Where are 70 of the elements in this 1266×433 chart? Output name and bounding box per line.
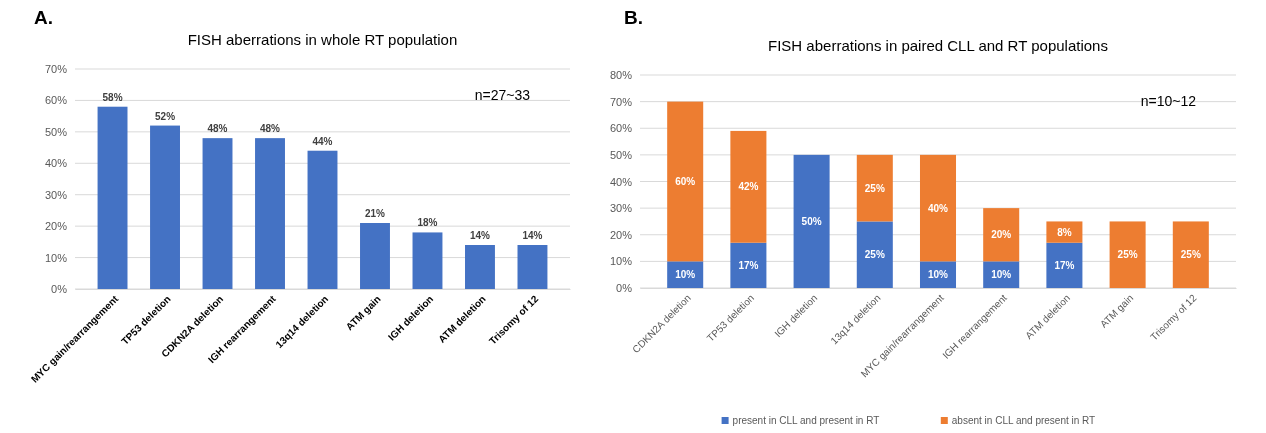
- data-label: 21%: [364, 208, 386, 219]
- chart-title: FISH aberrations in paired CLL and RT populations: [768, 37, 1108, 54]
- y-tick-label: 40%: [609, 175, 633, 188]
- data-label: 25%: [864, 249, 885, 261]
- annotation: n=10~12: [1140, 93, 1197, 109]
- bar: [730, 130, 767, 243]
- bar: [307, 150, 338, 289]
- data-label: 14%: [522, 230, 543, 241]
- bar: [667, 101, 704, 262]
- data-label: 52%: [155, 110, 176, 122]
- data-label: 14%: [469, 230, 491, 241]
- legend-label: absent in CLL and present in RT: [951, 415, 1096, 426]
- data-label: 17%: [1054, 259, 1075, 271]
- data-label: 40%: [927, 202, 949, 214]
- y-tick-label: 30%: [44, 188, 68, 201]
- data-label: 48%: [207, 123, 228, 135]
- data-label: 48%: [260, 123, 281, 135]
- text: B.: [624, 7, 643, 28]
- bar: [150, 125, 180, 289]
- data-label: 42%: [738, 181, 759, 193]
- chart-title: FISH aberrations in whole RT population: [187, 31, 458, 48]
- data-label: 17%: [738, 259, 759, 271]
- legend-label: present in CLL and present in RT: [732, 415, 880, 426]
- y-tick-label: 20%: [44, 220, 68, 233]
- data-label: 25%: [1117, 249, 1138, 261]
- y-tick-label: 80%: [609, 69, 633, 82]
- y-tick-label: 50%: [44, 125, 68, 138]
- bar: [1109, 221, 1146, 288]
- y-tick-label: 70%: [609, 95, 633, 108]
- y-tick-label: 10%: [609, 255, 633, 268]
- bar: [97, 106, 128, 289]
- bar: [730, 242, 767, 288]
- bar: [1172, 221, 1209, 288]
- data-label: 25%: [864, 182, 885, 194]
- bar: [856, 221, 893, 288]
- bar: [412, 232, 443, 289]
- data-label: 50%: [801, 215, 822, 227]
- y-tick-label: 40%: [44, 157, 68, 170]
- bar: [517, 245, 548, 289]
- bar: [919, 154, 957, 262]
- bar: [465, 245, 495, 289]
- y-tick-label: 70%: [44, 63, 68, 76]
- data-label: 10%: [991, 269, 1012, 281]
- data-label: 8%: [1057, 226, 1072, 238]
- y-tick-label: 50%: [609, 148, 633, 161]
- bar: [255, 138, 285, 289]
- y-tick-label: 60%: [609, 122, 633, 135]
- data-label: 58%: [102, 91, 123, 103]
- data-label: 10%: [675, 269, 696, 281]
- bar: [360, 223, 390, 289]
- bar: [202, 138, 233, 289]
- bar: [1046, 221, 1083, 243]
- data-label: 60%: [675, 176, 696, 187]
- text: A.: [34, 7, 53, 28]
- bar: [983, 208, 1020, 262]
- data-label: 44%: [312, 135, 333, 147]
- bar: [856, 154, 893, 222]
- annotation: n=27~33: [474, 87, 531, 103]
- bar: [793, 154, 830, 288]
- y-tick-label: 0%: [51, 283, 68, 296]
- data-label: 18%: [417, 217, 438, 229]
- bar: [1046, 242, 1083, 288]
- y-tick-label: 20%: [609, 228, 633, 241]
- y-tick-label: 60%: [44, 94, 68, 107]
- data-label: 25%: [1180, 249, 1201, 261]
- data-label: 10%: [927, 269, 949, 281]
- y-tick-label: 10%: [44, 251, 68, 264]
- y-tick-label: 0%: [616, 282, 633, 295]
- y-tick-label: 30%: [609, 202, 633, 215]
- data-label: 20%: [991, 229, 1012, 241]
